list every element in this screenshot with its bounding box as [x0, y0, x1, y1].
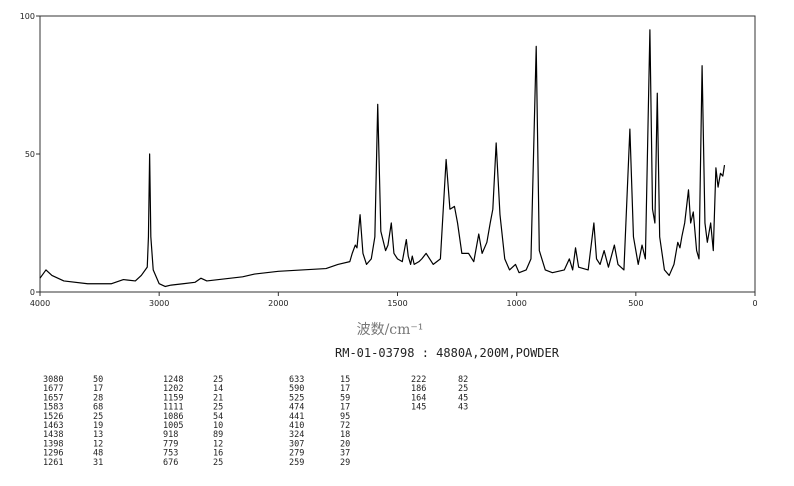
peak-wavenumber: 590: [289, 384, 304, 394]
peak-wavenumber: 474: [289, 403, 304, 413]
x-tick-label: 3000: [149, 299, 169, 308]
peak-intensity: 43: [458, 403, 468, 413]
peak-intensity: 59: [340, 393, 350, 403]
peak-intensity: 13: [93, 430, 103, 440]
x-axis-label: 波数/cm⁻¹: [357, 322, 424, 338]
peak-intensity: 82: [458, 375, 468, 385]
peak-intensity: 29: [340, 458, 350, 468]
peak-wavenumber: 1463: [43, 421, 63, 431]
peak-wavenumber: 753: [163, 449, 178, 459]
peak-wavenumber: 1583: [43, 403, 63, 413]
peak-intensity: 72: [340, 421, 350, 431]
peak-wavenumber: 307: [289, 439, 304, 449]
peak-intensity: 25: [213, 375, 223, 385]
peak-wavenumber: 1438: [43, 430, 63, 440]
peak-wavenumber: 164: [411, 393, 426, 403]
peak-wavenumber: 441: [289, 412, 304, 422]
x-tick-label: 1500: [387, 299, 407, 308]
peak-intensity: 20: [340, 439, 350, 449]
peak-wavenumber: 1248: [163, 375, 183, 385]
y-tick-label: 0: [30, 288, 35, 297]
peak-wavenumber: 779: [163, 439, 178, 449]
x-tick-label: 500: [628, 299, 643, 308]
peak-wavenumber: 259: [289, 458, 304, 468]
peak-intensity: 95: [340, 412, 350, 422]
y-tick-label: 50: [25, 150, 35, 159]
y-tick-label: 100: [20, 12, 35, 21]
x-tick-label: 2000: [268, 299, 288, 308]
peak-wavenumber: 3080: [43, 375, 63, 385]
peak-intensity: 28: [93, 393, 103, 403]
peak-intensity: 25: [93, 412, 103, 422]
peak-wavenumber: 324: [289, 430, 304, 440]
peak-intensity: 16: [213, 449, 223, 459]
peak-wavenumber: 186: [411, 384, 426, 394]
peak-wavenumber: 1159: [163, 393, 183, 403]
peak-intensity: 21: [213, 393, 223, 403]
x-tick-label: 1000: [506, 299, 526, 308]
peak-intensity: 50: [93, 375, 103, 385]
peak-wavenumber: 918: [163, 430, 178, 440]
peak-intensity: 12: [213, 439, 223, 449]
peak-wavenumber: 676: [163, 458, 178, 468]
peak-intensity: 25: [213, 403, 223, 413]
peak-intensity: 12: [93, 439, 103, 449]
peak-intensity: 19: [93, 421, 103, 431]
subtitle: RM-01-03798 : 4880A,200M,POWDER: [335, 346, 560, 360]
peak-intensity: 31: [93, 458, 103, 468]
peak-intensity: 48: [93, 449, 103, 459]
peak-wavenumber: 1526: [43, 412, 63, 422]
x-tick-label: 0: [752, 299, 757, 308]
peak-wavenumber: 1111: [163, 403, 183, 413]
peak-wavenumber: 1677: [43, 384, 63, 394]
peak-intensity: 25: [213, 458, 223, 468]
peak-wavenumber: 1261: [43, 458, 63, 468]
peak-intensity: 14: [213, 384, 223, 394]
peak-intensity: 15: [340, 375, 350, 385]
peak-wavenumber: 1296: [43, 449, 63, 459]
peak-intensity: 17: [340, 403, 350, 413]
peak-intensity: 17: [340, 384, 350, 394]
peak-intensity: 18: [340, 430, 350, 440]
peak-wavenumber: 145: [411, 403, 426, 413]
peak-wavenumber: 1005: [163, 421, 183, 431]
peak-wavenumber: 222: [411, 375, 426, 385]
peak-intensity: 17: [93, 384, 103, 394]
peak-intensity: 25: [458, 384, 468, 394]
peak-wavenumber: 525: [289, 393, 304, 403]
peak-intensity: 68: [93, 403, 103, 413]
peak-wavenumber: 633: [289, 375, 304, 385]
peak-intensity: 54: [213, 412, 223, 422]
peak-wavenumber: 1202: [163, 384, 183, 394]
peak-wavenumber: 1086: [163, 412, 183, 422]
peak-wavenumber: 1398: [43, 439, 63, 449]
peak-wavenumber: 410: [289, 421, 304, 431]
x-tick-label: 4000: [30, 299, 50, 308]
spectrum-line: [39, 29, 726, 288]
peak-wavenumber: 1657: [43, 393, 63, 403]
peak-intensity: 10: [213, 421, 223, 431]
peak-intensity: 45: [458, 393, 468, 403]
peak-intensity: 37: [340, 449, 350, 459]
peak-intensity: 89: [213, 430, 223, 440]
peak-wavenumber: 279: [289, 449, 304, 459]
